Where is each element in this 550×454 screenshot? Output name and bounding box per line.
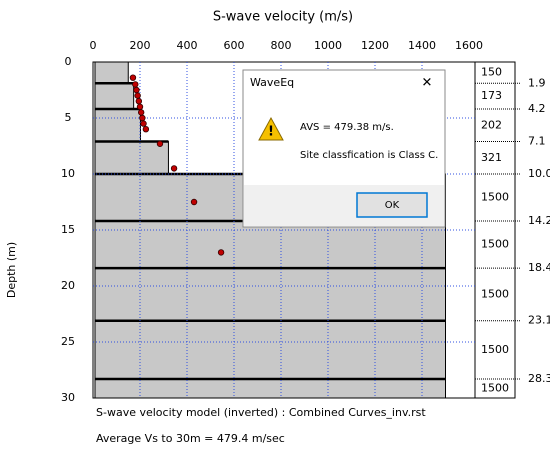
layer-velocity-label: 1500 (481, 191, 509, 204)
data-point (190, 198, 198, 206)
layer-velocity-label: 1500 (481, 238, 509, 251)
layer-velocity-label: 1500 (481, 287, 509, 300)
x-tick-label: 600 (224, 39, 245, 52)
y-tick-label: 15 (61, 223, 75, 236)
dialog-title: WaveEq (250, 76, 294, 89)
x-tick-label: 1200 (361, 39, 389, 52)
dialog: WaveEq ✕ ! AVS = 479.38 m/s. Site classf… (242, 69, 446, 228)
y-axis-label: Depth (m) (5, 242, 18, 298)
x-tick-label: 800 (271, 39, 292, 52)
data-point (137, 109, 145, 116)
depth-label: 4.2 (528, 102, 546, 115)
layer-velocity-label: 173 (481, 89, 502, 102)
x-tick-label: 400 (177, 39, 198, 52)
data-point (156, 140, 164, 147)
data-point (170, 165, 178, 172)
y-tick-label: 30 (61, 391, 75, 404)
data-point (136, 103, 144, 110)
depth-label: 7.1 (528, 135, 546, 148)
depth-label: 14.2 (528, 214, 550, 227)
x-tick-label: 0 (90, 39, 97, 52)
layer-velocity-label: 202 (481, 118, 502, 131)
data-point (129, 74, 137, 81)
layer-velocity-label: 1500 (481, 381, 509, 394)
layer (94, 378, 446, 399)
depth-label: 18.4 (528, 261, 550, 274)
depth-label: 1.9 (528, 76, 546, 89)
y-tick-label: 0 (65, 55, 72, 68)
x-tick-label: 1400 (408, 39, 436, 52)
data-point (133, 86, 140, 94)
data-point (132, 81, 139, 88)
layer (94, 108, 141, 143)
depth-label: 28.3 (528, 372, 550, 385)
layer (94, 61, 129, 84)
layer (94, 82, 135, 110)
close-button[interactable]: ✕ (422, 76, 433, 91)
ok-label: OK (385, 200, 400, 211)
caption: Average Vs to 30m = 479.4 m/sec (96, 432, 285, 445)
data-point (134, 92, 141, 99)
layer (94, 320, 446, 380)
layer (94, 267, 446, 322)
data-point (139, 114, 146, 122)
layer (94, 141, 169, 175)
chart-title: S-wave velocity (m/s) (213, 10, 353, 25)
dialog-text: Site classfication is Class C. (300, 150, 438, 161)
data-point (140, 120, 147, 127)
layer (94, 220, 446, 269)
dialog-text: AVS = 479.38 m/s. (300, 122, 394, 133)
depth-label: 10.0 (528, 167, 550, 180)
layer-velocity-label: 150 (481, 66, 502, 79)
x-tick-label: 1000 (314, 39, 342, 52)
layer-velocity-label: 321 (481, 151, 502, 164)
layer-velocity-label: 1500 (481, 343, 509, 356)
ok-button[interactable] (356, 192, 428, 218)
depth-label: 23.1 (528, 314, 550, 327)
caption: S-wave velocity model (inverted) : Combi… (96, 406, 426, 419)
x-tick-label: 200 (130, 39, 151, 52)
y-tick-label: 20 (61, 279, 75, 292)
warning-mark: ! (268, 125, 274, 140)
data-point (135, 97, 143, 105)
data-point (142, 125, 150, 133)
x-tick-label: 1600 (455, 39, 483, 52)
warning-icon (258, 116, 284, 141)
y-tick-label: 10 (61, 167, 75, 180)
y-tick-label: 5 (65, 111, 72, 124)
y-tick-label: 25 (61, 335, 75, 348)
data-point (217, 249, 225, 256)
